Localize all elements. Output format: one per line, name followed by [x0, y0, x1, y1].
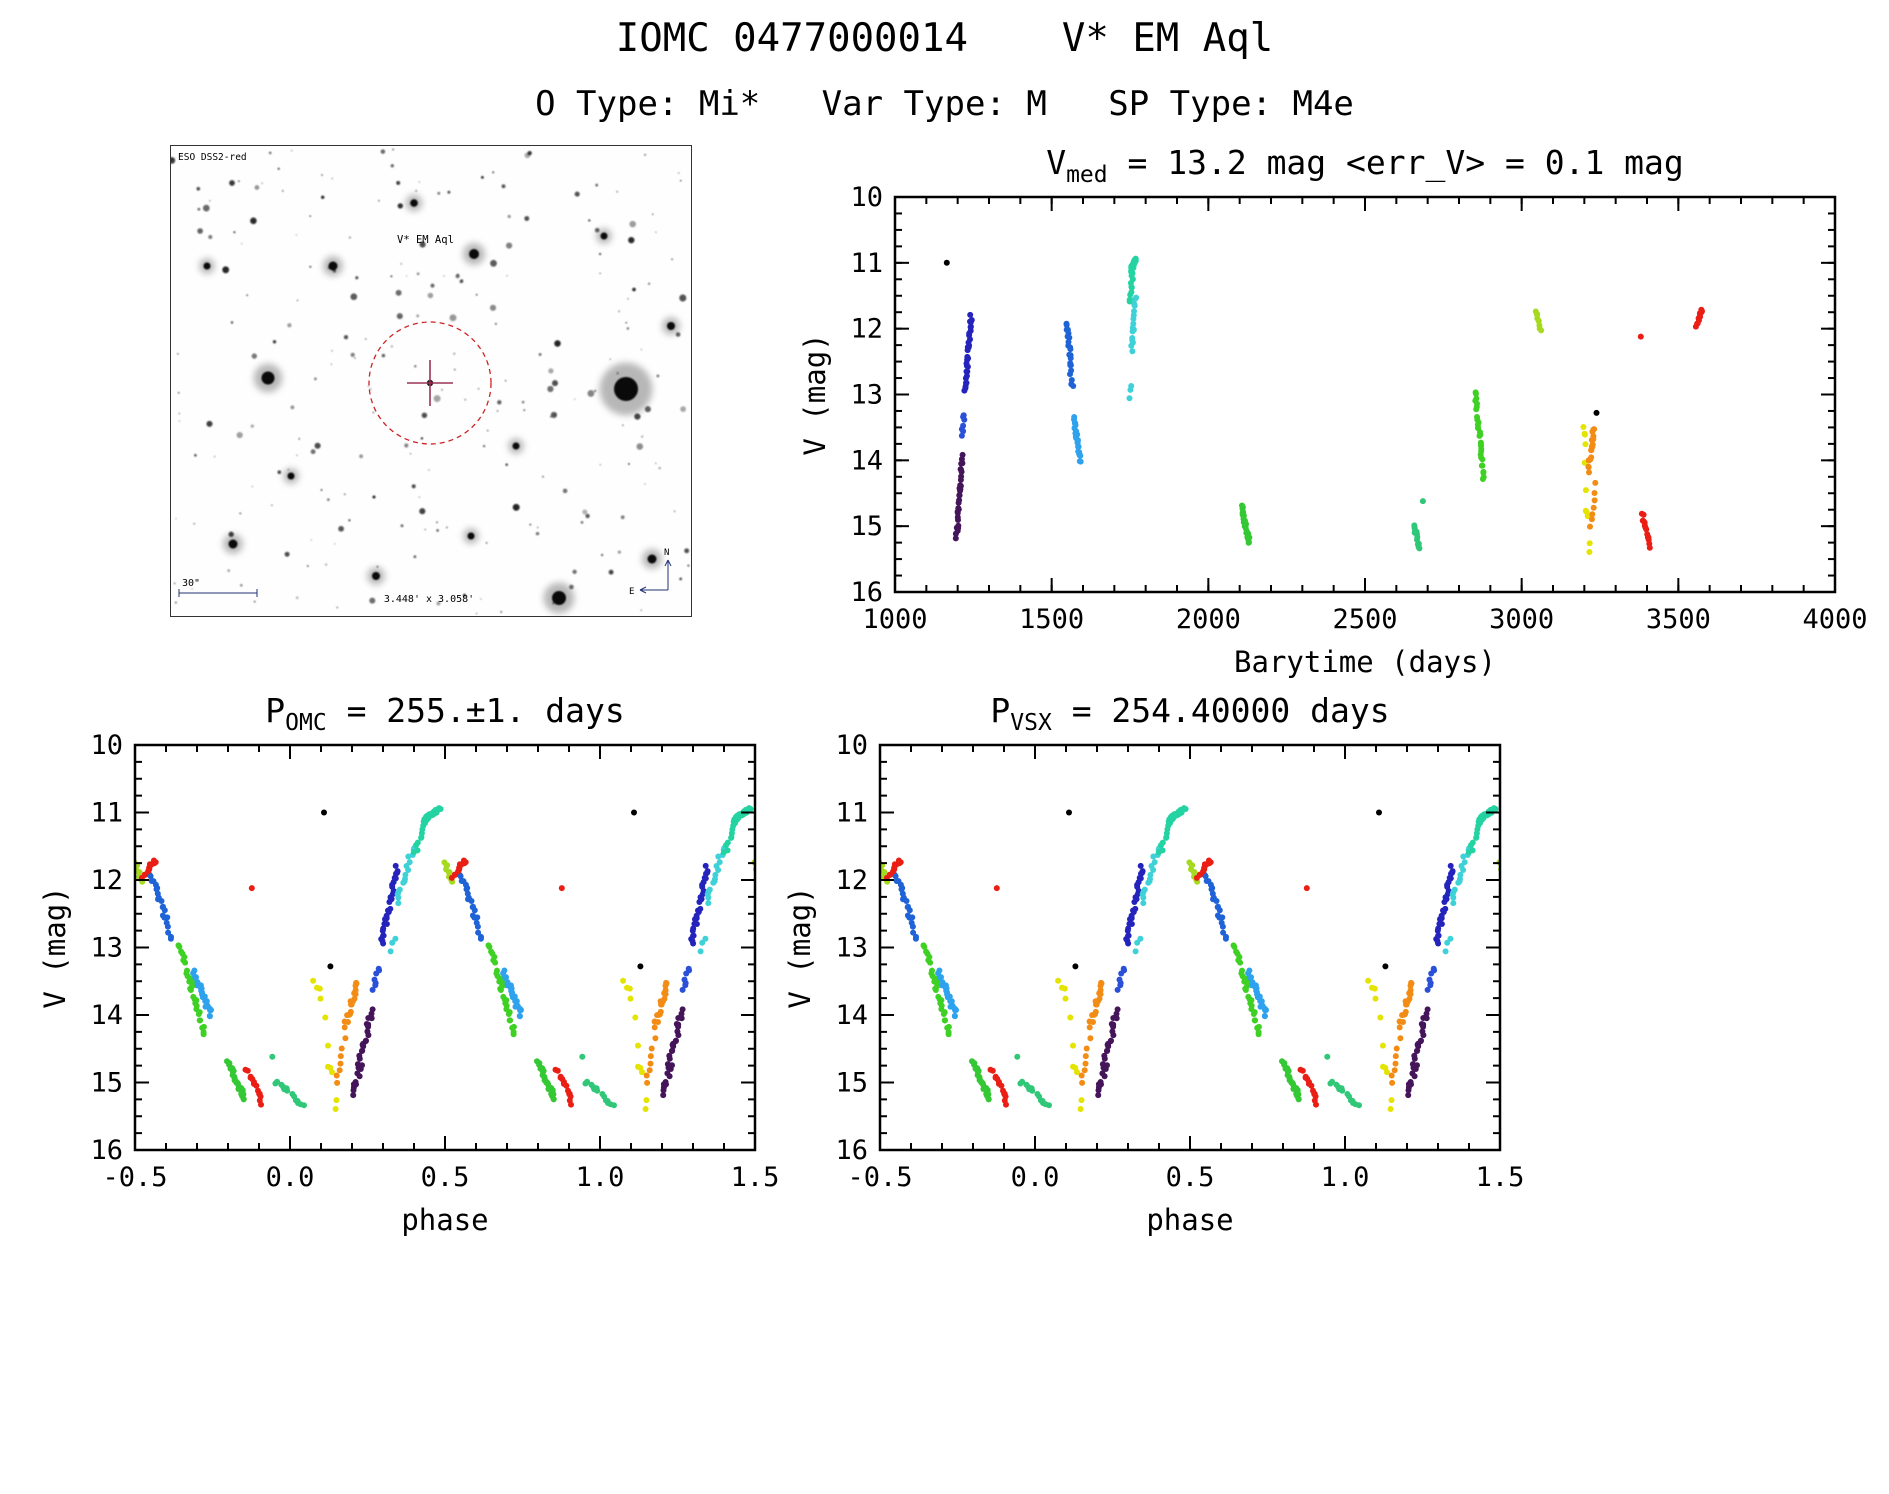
- y-tick-label: 12: [835, 865, 868, 896]
- y-tick-label: 12: [850, 314, 883, 345]
- y-tick-label: 10: [850, 182, 883, 213]
- page-subtitle: O Type: Mi* Var Type: M SP Type: M4e: [535, 84, 1354, 124]
- x-tick-label: 0.0: [266, 1162, 315, 1193]
- x-tick-label: -0.5: [847, 1162, 912, 1193]
- y-tick-label: 12: [90, 865, 123, 896]
- y-axis-label: V (mag): [38, 886, 72, 1008]
- y-axis-label: V (mag): [798, 333, 832, 455]
- scale-bar: [178, 589, 258, 597]
- x-tick-label: 0.5: [421, 1162, 470, 1193]
- y-tick-label: 15: [850, 511, 883, 542]
- y-tick-label: 14: [90, 1000, 123, 1031]
- target-label: V* EM Aql: [397, 234, 454, 246]
- barytime-lightcurve-plot: 1000 1500 2000 2500 3000 3500 4000 10 11 12 13 14 15…: [798, 143, 1868, 679]
- axes: [893, 195, 1837, 594]
- x-axis-label: phase: [401, 1203, 488, 1237]
- y-tick-label: 14: [835, 1000, 868, 1031]
- x-tick-label: 0.0: [1011, 1162, 1060, 1193]
- y-tick-label: 11: [90, 798, 123, 829]
- y-tick-label: 15: [835, 1068, 868, 1099]
- north-label: N: [664, 548, 669, 558]
- x-tick-label: 4000: [1802, 604, 1867, 635]
- data-points: [943, 255, 1705, 555]
- phase-plot-vsx: -0.5 0.0 0.5 1.0 1.5 10 11 12 13 14 15 16 phase V (ma…: [783, 691, 1524, 1237]
- tick-labels: 1000 1500 2000 2500 3000 3500 4000 10 11 12 13 14 15…: [850, 182, 1867, 635]
- axes: [133, 743, 757, 1152]
- scale-label: 30": [182, 578, 200, 589]
- x-tick-label: 1.5: [731, 1162, 780, 1193]
- y-tick-label: 16: [835, 1135, 868, 1166]
- plot-title: PVSX = 254.40000 days: [990, 691, 1389, 736]
- x-tick-label: 1000: [862, 604, 927, 635]
- y-tick-label: 14: [850, 445, 883, 476]
- page-title: IOMC 0477000014 V* EM Aql: [615, 16, 1274, 61]
- axes: [878, 743, 1502, 1152]
- y-tick-label: 16: [850, 577, 883, 608]
- x-tick-label: 2000: [1176, 604, 1241, 635]
- x-tick-label: 3500: [1646, 604, 1711, 635]
- x-axis-label: Barytime (days): [1234, 645, 1496, 679]
- east-label: E: [629, 587, 634, 597]
- x-axis-label: phase: [1146, 1203, 1233, 1237]
- y-tick-label: 15: [90, 1068, 123, 1099]
- y-tick-label: 13: [90, 933, 123, 964]
- target-marker: [368, 321, 492, 445]
- y-tick-label: 13: [850, 380, 883, 411]
- phase-plot-omc: -0.5 0.0 0.5 1.0 1.5 10 11 12 13 14 15 16 phase V (ma…: [38, 691, 779, 1237]
- y-tick-label: 10: [835, 730, 868, 761]
- plot-title: POMC = 255.±1. days: [265, 691, 624, 736]
- star-field: [171, 148, 690, 615]
- x-tick-label: -0.5: [102, 1162, 167, 1193]
- data-points: [880, 805, 1500, 1112]
- tick-labels: -0.5 0.0 0.5 1.0 1.5 10 11 12 13 14 15 16: [90, 730, 779, 1193]
- y-axis-label: V (mag): [783, 886, 817, 1008]
- x-tick-label: 2500: [1332, 604, 1397, 635]
- y-tick-label: 10: [90, 730, 123, 761]
- compass-icon: [639, 559, 672, 594]
- x-tick-label: 3000: [1489, 604, 1554, 635]
- plot-title: Vmed = 13.2 mag <err_V> = 0.1 mag: [1046, 143, 1684, 188]
- survey-label: ESO DSS2-red: [178, 152, 247, 163]
- x-tick-label: 1.5: [1476, 1162, 1525, 1193]
- x-tick-label: 1.0: [1321, 1162, 1370, 1193]
- fov-label: 3.448' x 3.058': [384, 594, 474, 605]
- y-tick-label: 11: [850, 248, 883, 279]
- x-tick-label: 1.0: [576, 1162, 625, 1193]
- y-tick-label: 16: [90, 1135, 123, 1166]
- target-circle: [368, 321, 492, 445]
- x-tick-label: 1500: [1019, 604, 1084, 635]
- y-tick-label: 13: [835, 933, 868, 964]
- data-points: [135, 805, 755, 1112]
- y-tick-label: 11: [835, 798, 868, 829]
- tick-labels: -0.5 0.0 0.5 1.0 1.5 10 11 12 13 14 15 16: [835, 730, 1524, 1193]
- x-tick-label: 0.5: [1166, 1162, 1215, 1193]
- finder-chart-image: ESO DSS2-red V* EM Aql 30" 3.448' x 3.058' N…: [170, 145, 692, 617]
